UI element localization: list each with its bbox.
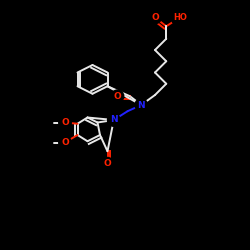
Circle shape — [171, 9, 189, 26]
Text: O: O — [61, 138, 69, 147]
Circle shape — [101, 158, 114, 170]
Text: N: N — [138, 100, 145, 110]
Circle shape — [149, 11, 161, 24]
Circle shape — [135, 99, 147, 111]
Circle shape — [111, 90, 124, 102]
Text: O: O — [104, 159, 112, 168]
Text: O: O — [61, 118, 69, 127]
Text: HO: HO — [173, 13, 187, 22]
Circle shape — [59, 116, 71, 129]
Text: O: O — [114, 92, 122, 101]
Circle shape — [108, 114, 120, 126]
Circle shape — [59, 136, 71, 149]
Text: N: N — [110, 116, 118, 124]
Text: O: O — [151, 13, 159, 22]
